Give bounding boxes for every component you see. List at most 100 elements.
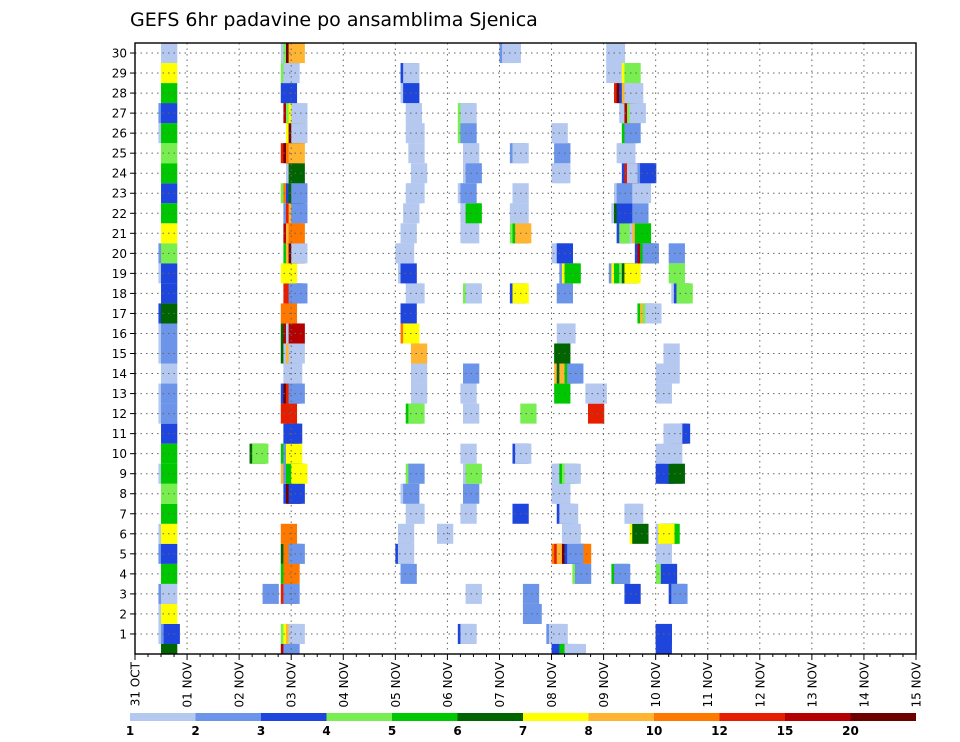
precip-cell (564, 523, 581, 544)
precip-cell (283, 63, 300, 84)
precip-cell (163, 623, 180, 644)
precip-cell (291, 463, 308, 484)
precip-cell (252, 443, 269, 464)
precip-cell (291, 123, 308, 144)
x-tick-label: 11 NOV (701, 661, 715, 707)
x-tick-label: 09 NOV (597, 661, 611, 707)
precip-cell (634, 223, 652, 244)
y-tick-label: 11 (112, 427, 127, 441)
precip-cell (668, 243, 685, 264)
colorbar-swatch (326, 713, 392, 721)
precip-cell (291, 203, 308, 224)
precip-cell (640, 163, 657, 184)
y-tick-label: 27 (112, 107, 127, 121)
precip-cell (634, 183, 652, 204)
precip-cell (460, 103, 477, 124)
precip-cell (288, 143, 305, 164)
colorbar-label: 5 (388, 724, 396, 738)
precip-cell (285, 443, 303, 464)
precip-cell (632, 523, 649, 544)
precip-cell (280, 523, 298, 544)
y-axis: 1234567891011121314151617181920212223242… (112, 47, 135, 641)
precip-cell (161, 643, 178, 654)
precip-cell (642, 243, 659, 264)
precip-cell (460, 623, 477, 644)
colorbar-swatch (588, 713, 654, 721)
precip-cell (460, 183, 477, 204)
y-tick-label: 15 (112, 347, 127, 361)
precip-cell (627, 83, 644, 104)
precip-cell (291, 103, 308, 124)
precip-cell (288, 343, 305, 364)
precip-cell (554, 343, 571, 364)
colorbar-swatch (654, 713, 720, 721)
x-tick-label: 07 NOV (493, 661, 507, 707)
precip-cell (285, 363, 303, 384)
y-tick-label: 14 (112, 367, 127, 381)
colorbar-swatch (785, 713, 851, 721)
precip-cell (564, 463, 581, 484)
colorbar-label: 1 (126, 724, 134, 738)
precip-cell (460, 123, 477, 144)
precip-cell (410, 363, 428, 384)
y-tick-label: 29 (112, 67, 127, 81)
precip-cell (280, 263, 298, 284)
precip-cell (554, 383, 571, 404)
colorbar-label: 6 (453, 724, 461, 738)
precip-cell (465, 283, 482, 304)
colorbar-label: 10 (646, 724, 663, 738)
y-tick-label: 6 (119, 527, 127, 541)
colorbar-label: 15 (777, 724, 794, 738)
y-tick-label: 16 (112, 327, 127, 341)
y-tick-label: 2 (119, 607, 127, 621)
precip-cell (460, 503, 477, 524)
colorbar-swatch (523, 713, 589, 721)
precip-cell (520, 403, 537, 424)
colorbar-swatch (392, 713, 458, 721)
precip-cell (291, 283, 308, 304)
plot-frame (134, 42, 917, 655)
precip-cell (285, 423, 303, 444)
precip-cell (288, 163, 305, 184)
y-tick-label: 22 (112, 207, 127, 221)
precip-cell (587, 403, 605, 424)
precip-cell (663, 363, 680, 384)
y-tick-label: 28 (112, 87, 127, 101)
x-tick-label: 08 NOV (545, 661, 559, 707)
colorbar-legend: 1 2 3 4 5 6 7 8 10 12 15 20 (126, 713, 916, 738)
precip-cell (554, 143, 571, 164)
precip-cell (569, 643, 587, 654)
precip-cell (663, 343, 680, 364)
y-tick-label: 23 (112, 187, 127, 201)
colorbar-label: 7 (519, 724, 527, 738)
x-tick-label: 01 NOV (181, 661, 195, 707)
precip-cell (554, 163, 571, 184)
precip-cell (283, 563, 300, 584)
y-tick-label: 12 (112, 407, 127, 421)
colorbar-swatch (195, 713, 261, 721)
precip-cell (400, 263, 417, 284)
chart-title: GEFS 6hr padavine po ansamblima Sjenica (130, 9, 538, 31)
precip-cell (436, 523, 454, 544)
precip-cell (465, 163, 482, 184)
x-tick-label: 10 NOV (649, 661, 663, 707)
y-tick-label: 7 (119, 507, 127, 521)
precip-cell (614, 563, 631, 584)
y-tick-label: 8 (119, 487, 127, 501)
precip-cell (559, 323, 576, 344)
y-tick-label: 24 (112, 167, 127, 181)
precip-cell (624, 63, 641, 84)
y-tick-label: 3 (119, 587, 127, 601)
precip-cell (410, 163, 428, 184)
precip-cell (397, 523, 415, 544)
precip-cell (564, 263, 581, 284)
colorbar-label: 8 (584, 724, 592, 738)
precip-cell (397, 543, 415, 564)
precip-cell (624, 583, 641, 604)
precip-cell (608, 43, 626, 64)
precip-cell (405, 103, 423, 124)
precip-cell (410, 343, 428, 364)
x-axis: 31 OCT 01 NOV 02 NOV 03 NOV 04 NOV 05 NOV 06 N… (129, 654, 924, 708)
precip-cell (262, 583, 279, 604)
colorbar-swatch (457, 713, 523, 721)
